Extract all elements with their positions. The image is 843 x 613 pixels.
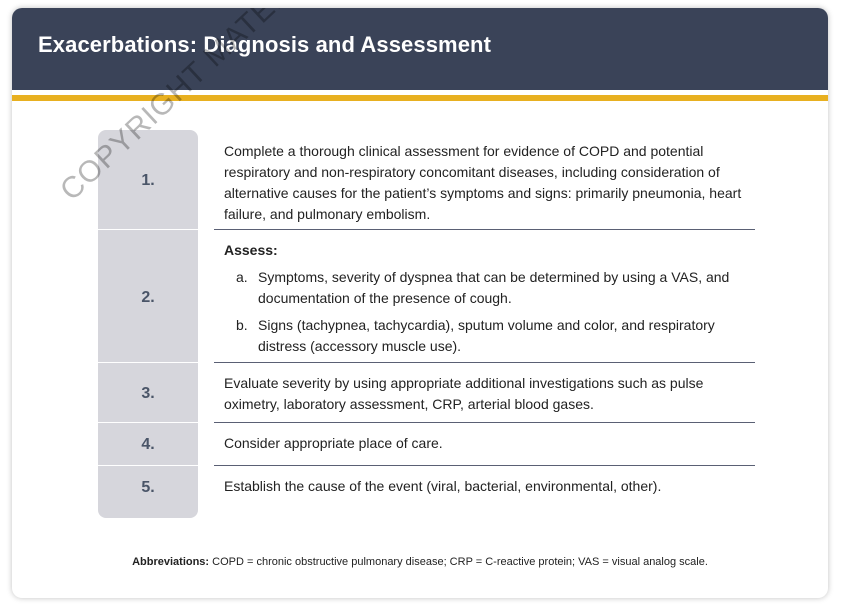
step-number: 1. bbox=[141, 172, 155, 189]
header-bar: Exacerbations: Diagnosis and Assessment bbox=[12, 8, 828, 90]
number-divider bbox=[98, 362, 198, 363]
footnote-label: Abbreviations: bbox=[132, 556, 210, 568]
step-divider bbox=[214, 362, 755, 363]
assess-item: a. Symptoms, severity of dyspnea that ca… bbox=[224, 267, 754, 309]
abbreviations-footnote: Abbreviations: COPD = chronic obstructiv… bbox=[12, 556, 828, 568]
item-text: Symptoms, severity of dyspnea that can b… bbox=[258, 269, 730, 306]
slide-card: Exacerbations: Diagnosis and Assessment … bbox=[12, 8, 828, 598]
number-divider bbox=[98, 229, 198, 230]
item-letter: a. bbox=[236, 269, 248, 285]
step-divider bbox=[214, 422, 755, 423]
step-text: Consider appropriate place of care. bbox=[224, 435, 443, 451]
step-number: 2. bbox=[141, 289, 155, 306]
step-assess-block: Assess: a. Symptoms, severity of dyspnea… bbox=[224, 240, 754, 363]
slide-title: Exacerbations: Diagnosis and Assessment bbox=[38, 32, 492, 57]
item-text: Signs (tachypnea, tachycardia), sputum v… bbox=[258, 317, 715, 354]
assess-heading: Assess: bbox=[224, 242, 278, 258]
step-divider bbox=[214, 465, 755, 466]
step-number-column bbox=[98, 130, 198, 518]
step-divider bbox=[214, 229, 755, 230]
step-number: 3. bbox=[141, 385, 155, 402]
footnote-text: COPD = chronic obstructive pulmonary dis… bbox=[212, 556, 708, 568]
number-divider bbox=[98, 422, 198, 423]
number-divider bbox=[98, 465, 198, 466]
accent-bar bbox=[12, 95, 828, 101]
item-letter: b. bbox=[236, 317, 248, 333]
step-text: Evaluate severity by using appropriate a… bbox=[224, 375, 704, 412]
step-text: Establish the cause of the event (viral,… bbox=[224, 478, 662, 494]
step-text: Complete a thorough clinical assessment … bbox=[224, 143, 742, 222]
step-number: 5. bbox=[141, 479, 155, 496]
assess-item: b. Signs (tachypnea, tachycardia), sputu… bbox=[224, 315, 754, 357]
step-number: 4. bbox=[141, 436, 155, 453]
